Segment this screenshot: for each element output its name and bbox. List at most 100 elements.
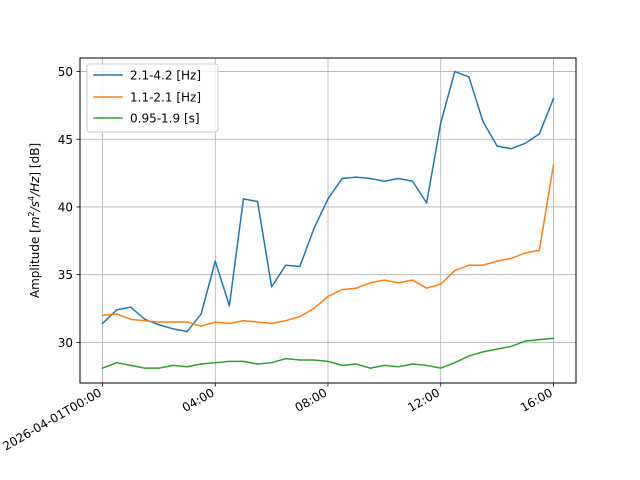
series-3-point-28 bbox=[496, 348, 498, 350]
series-2-point-31 bbox=[538, 249, 541, 252]
series-1-point-32 bbox=[552, 97, 555, 100]
y-tick-label-0: 30 bbox=[58, 336, 73, 350]
series-3-point-11 bbox=[256, 363, 259, 365]
series-3-point-17 bbox=[341, 364, 343, 367]
series-1-point-16 bbox=[327, 198, 329, 200]
series-3-point-8 bbox=[214, 361, 217, 364]
series-2-point-3 bbox=[144, 319, 146, 322]
series-2-point-29 bbox=[510, 257, 512, 260]
series-1-point-1 bbox=[115, 309, 118, 311]
series-2-point-16 bbox=[327, 295, 329, 298]
series-3-point-21 bbox=[397, 366, 400, 368]
series-1-point-20 bbox=[383, 180, 386, 182]
series-1-point-15 bbox=[313, 227, 315, 230]
series-3-point-18 bbox=[355, 363, 357, 365]
series-3-point-9 bbox=[228, 360, 231, 363]
series-1-point-2 bbox=[129, 306, 132, 308]
series-2-point-23 bbox=[425, 287, 428, 289]
series-2-point-19 bbox=[369, 282, 372, 284]
series-2-point-24 bbox=[439, 283, 442, 285]
legend-box bbox=[86, 63, 219, 133]
series-3-point-27 bbox=[482, 351, 484, 353]
series-3-point-29 bbox=[510, 345, 512, 348]
series-2-point-8 bbox=[214, 321, 217, 323]
series-3-point-12 bbox=[270, 361, 273, 364]
series-1-point-22 bbox=[411, 180, 414, 182]
series-2-point-12 bbox=[270, 322, 273, 325]
series-2-point-15 bbox=[313, 307, 315, 310]
y-tick-label-1: 35 bbox=[58, 268, 73, 282]
series-3-point-6 bbox=[186, 366, 188, 368]
series-2-point-18 bbox=[355, 287, 357, 289]
series-2-point-30 bbox=[524, 252, 527, 254]
series-2-point-11 bbox=[256, 321, 259, 323]
series-1-point-26 bbox=[468, 76, 470, 78]
series-3-point-31 bbox=[538, 338, 541, 341]
series-1-point-10 bbox=[242, 198, 245, 200]
series-1-point-24 bbox=[439, 122, 442, 124]
series-3-point-4 bbox=[158, 367, 160, 369]
series-2-point-14 bbox=[299, 315, 301, 318]
series-1-point-19 bbox=[369, 177, 372, 180]
series-2-point-10 bbox=[242, 319, 245, 322]
y-tick-label-3: 45 bbox=[58, 133, 73, 147]
series-1-point-5 bbox=[172, 328, 174, 330]
series-1-point-18 bbox=[355, 176, 357, 178]
series-1-point-6 bbox=[186, 330, 188, 333]
grid-layer bbox=[80, 58, 576, 383]
y-axis-label: Amplitude [m2/s4/Hz] [dB] bbox=[27, 143, 42, 298]
series-1-point-30 bbox=[524, 142, 527, 145]
series-3-point-24 bbox=[439, 367, 442, 369]
series-3-point-26 bbox=[468, 355, 470, 357]
series-1-point-31 bbox=[538, 133, 541, 135]
series-2-point-2 bbox=[129, 318, 132, 321]
series-2-point-26 bbox=[468, 264, 470, 266]
series-2-point-0 bbox=[101, 314, 104, 317]
series-3-point-3 bbox=[144, 367, 146, 369]
series-2-point-13 bbox=[284, 319, 287, 322]
series-1-point-12 bbox=[270, 286, 273, 288]
series-1-point-29 bbox=[510, 147, 512, 150]
series-2-point-4 bbox=[158, 321, 160, 323]
series-3-point-15 bbox=[313, 359, 315, 361]
legend-label-3: 0.95-1.9 [s] bbox=[130, 112, 200, 126]
series-3-point-30 bbox=[524, 340, 527, 342]
series-3-point-5 bbox=[172, 364, 174, 367]
series-3-point-0 bbox=[101, 367, 104, 369]
legend-label-2: 1.1-2.1 [Hz] bbox=[130, 91, 201, 105]
series-2-point-9 bbox=[228, 322, 231, 325]
series-2-point-25 bbox=[454, 269, 456, 272]
series-3-point-20 bbox=[383, 364, 386, 367]
series-3-point-14 bbox=[299, 359, 301, 361]
series-2-point-21 bbox=[397, 282, 400, 284]
series-1-point-8 bbox=[214, 260, 217, 262]
series-1-point-25 bbox=[454, 70, 456, 73]
series-2-point-27 bbox=[482, 264, 484, 266]
series-2-point-28 bbox=[496, 260, 498, 262]
series-2-point-1 bbox=[115, 313, 118, 315]
series-3-point-23 bbox=[425, 364, 428, 367]
series-1-point-9 bbox=[228, 305, 231, 307]
series-2-point-17 bbox=[341, 288, 343, 291]
series-2-point-32 bbox=[552, 164, 555, 166]
series-2-point-22 bbox=[411, 279, 414, 281]
series-3-point-19 bbox=[369, 367, 372, 369]
series-2-point-7 bbox=[200, 325, 202, 327]
series-1-point-7 bbox=[200, 313, 202, 315]
legend: 2.1-4.2 [Hz] 1.1-2.1 [Hz] 0.95-1.9 [s] bbox=[86, 63, 219, 133]
series-2-point-6 bbox=[186, 321, 188, 323]
series-2-point-5 bbox=[172, 321, 174, 323]
series-2-point-20 bbox=[383, 279, 386, 281]
legend-label-1: 2.1-4.2 [Hz] bbox=[130, 69, 201, 83]
series-3-point-10 bbox=[242, 360, 245, 363]
series-layer bbox=[101, 70, 555, 370]
series-1-point-13 bbox=[284, 264, 287, 266]
series-3-point-22 bbox=[411, 363, 414, 365]
series-1-point-21 bbox=[397, 177, 400, 180]
series-3-point-2 bbox=[129, 364, 132, 367]
series-1-point-28 bbox=[496, 145, 498, 147]
series-3-point-13 bbox=[284, 357, 287, 360]
series-3-point-32 bbox=[552, 337, 555, 340]
series-1-point-11 bbox=[256, 200, 259, 203]
